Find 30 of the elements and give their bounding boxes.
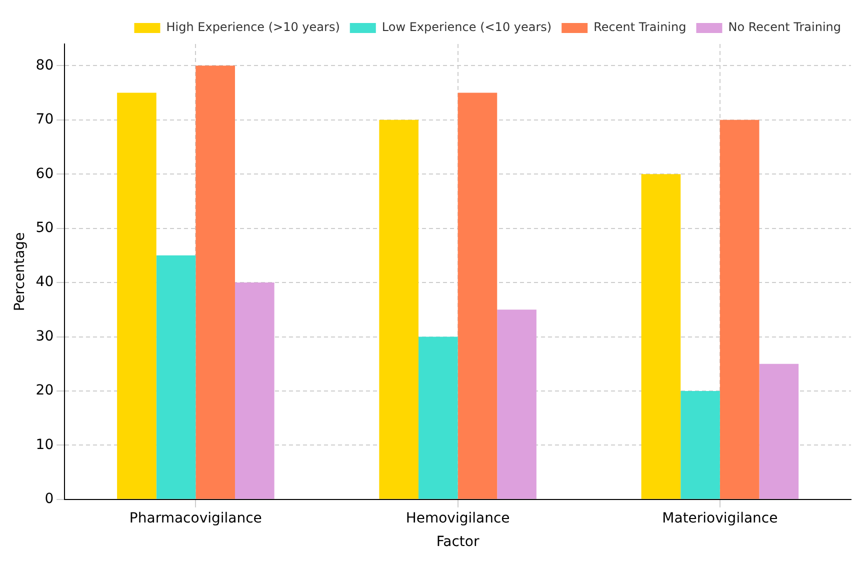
bar <box>680 390 720 499</box>
bar <box>418 336 458 499</box>
y-tick-label: 40 <box>36 274 54 290</box>
x-tick-label: Hemovigilance <box>406 510 510 526</box>
legend-label: Low Experience (<10 years) <box>382 20 552 34</box>
y-axis-title: Percentage <box>12 232 28 312</box>
y-tick-label: 20 <box>36 382 54 399</box>
bar <box>156 255 196 499</box>
x-tick-label: Materiovigilance <box>662 510 778 526</box>
bar <box>196 66 235 499</box>
bar <box>759 364 799 499</box>
legend-label: High Experience (>10 years) <box>166 20 340 34</box>
y-tick-label: 60 <box>36 166 54 182</box>
y-tick-label: 80 <box>36 57 54 74</box>
bar <box>117 92 156 499</box>
legend-label: No Recent Training <box>728 20 842 34</box>
y-tick-label: 10 <box>36 436 54 453</box>
bar <box>641 174 681 499</box>
bar <box>235 282 274 499</box>
legend-label: Recent Training <box>594 20 686 34</box>
y-tick-label: 70 <box>36 112 54 128</box>
bar <box>497 310 536 499</box>
x-tick-label: Pharmacovigilance <box>129 510 262 526</box>
y-tick-label: 0 <box>44 491 54 508</box>
y-tick-label: 30 <box>36 328 54 344</box>
x-axis-title: Factor <box>436 534 480 550</box>
bar <box>458 92 498 499</box>
y-tick-label: 50 <box>36 220 54 236</box>
bar <box>720 120 760 499</box>
bar <box>379 120 418 499</box>
